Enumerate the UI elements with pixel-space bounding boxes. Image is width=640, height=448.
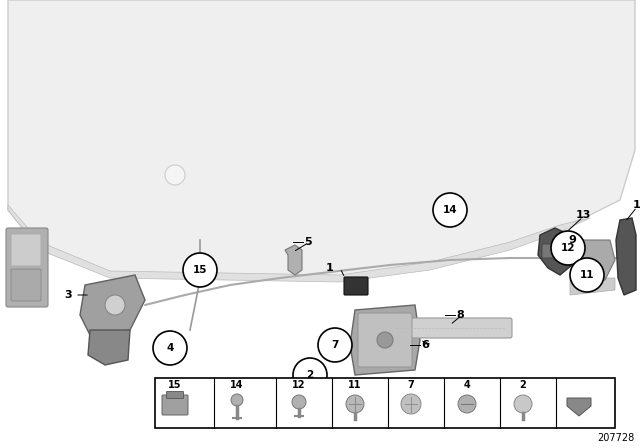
FancyBboxPatch shape [11, 269, 41, 301]
Text: 12: 12 [561, 243, 575, 253]
Polygon shape [570, 240, 615, 280]
Text: 11: 11 [348, 380, 362, 390]
Circle shape [293, 358, 327, 392]
Text: 12: 12 [292, 380, 306, 390]
Circle shape [401, 394, 421, 414]
Text: 7: 7 [408, 380, 414, 390]
Circle shape [458, 395, 476, 413]
Text: 8: 8 [456, 310, 464, 320]
Circle shape [231, 394, 243, 406]
Polygon shape [88, 330, 130, 365]
Polygon shape [570, 278, 615, 295]
Text: 207728: 207728 [598, 433, 635, 443]
FancyBboxPatch shape [162, 395, 188, 415]
Text: 4: 4 [463, 380, 470, 390]
Bar [155, 378, 615, 428]
Polygon shape [8, 0, 635, 278]
Polygon shape [8, 205, 590, 282]
Text: 7: 7 [332, 340, 339, 350]
Circle shape [153, 331, 187, 365]
Text: 6: 6 [421, 340, 429, 350]
Circle shape [560, 253, 570, 263]
FancyBboxPatch shape [11, 234, 41, 266]
Text: 14: 14 [230, 380, 244, 390]
Text: 2: 2 [307, 370, 314, 380]
Circle shape [292, 395, 306, 409]
Circle shape [551, 231, 585, 265]
Text: 15: 15 [193, 265, 207, 275]
Circle shape [346, 395, 364, 413]
Text: 5: 5 [304, 237, 312, 247]
Text: 14: 14 [443, 205, 458, 215]
Circle shape [318, 328, 352, 362]
FancyBboxPatch shape [6, 228, 48, 307]
Polygon shape [285, 245, 302, 275]
Circle shape [570, 258, 604, 292]
Circle shape [183, 253, 217, 287]
FancyBboxPatch shape [542, 244, 566, 258]
FancyBboxPatch shape [388, 318, 512, 338]
FancyBboxPatch shape [344, 277, 368, 295]
Text: 1: 1 [326, 263, 334, 273]
Circle shape [433, 193, 467, 227]
Text: 11: 11 [580, 270, 595, 280]
Circle shape [165, 165, 185, 185]
Polygon shape [538, 228, 572, 275]
Polygon shape [616, 218, 636, 295]
FancyBboxPatch shape [358, 313, 412, 367]
Circle shape [514, 395, 532, 413]
Circle shape [377, 332, 393, 348]
Polygon shape [80, 275, 145, 335]
Text: 10: 10 [632, 200, 640, 210]
Text: 15: 15 [168, 380, 182, 390]
Circle shape [105, 295, 125, 315]
Text: 13: 13 [575, 210, 591, 220]
Text: 4: 4 [166, 343, 173, 353]
Text: 9: 9 [568, 235, 576, 245]
FancyBboxPatch shape [166, 392, 184, 399]
Polygon shape [350, 305, 420, 375]
Text: 3: 3 [64, 290, 72, 300]
Text: 2: 2 [520, 380, 526, 390]
Polygon shape [567, 398, 591, 416]
